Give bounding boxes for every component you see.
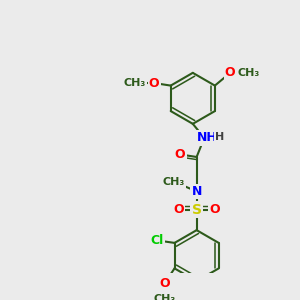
Text: Cl: Cl (150, 234, 163, 247)
Text: CH₃: CH₃ (163, 178, 185, 188)
Text: O: O (175, 148, 185, 161)
Text: O: O (159, 277, 170, 290)
Text: CH₃: CH₃ (124, 78, 146, 88)
Text: O: O (225, 66, 236, 79)
Text: H: H (215, 132, 225, 142)
Text: O: O (209, 203, 220, 216)
Text: N: N (191, 185, 202, 198)
Text: CH₃: CH₃ (153, 294, 176, 300)
Text: S: S (192, 203, 202, 217)
Text: NH: NH (197, 131, 218, 144)
Text: O: O (173, 203, 184, 216)
Text: O: O (149, 76, 160, 89)
Text: CH₃: CH₃ (238, 68, 260, 78)
